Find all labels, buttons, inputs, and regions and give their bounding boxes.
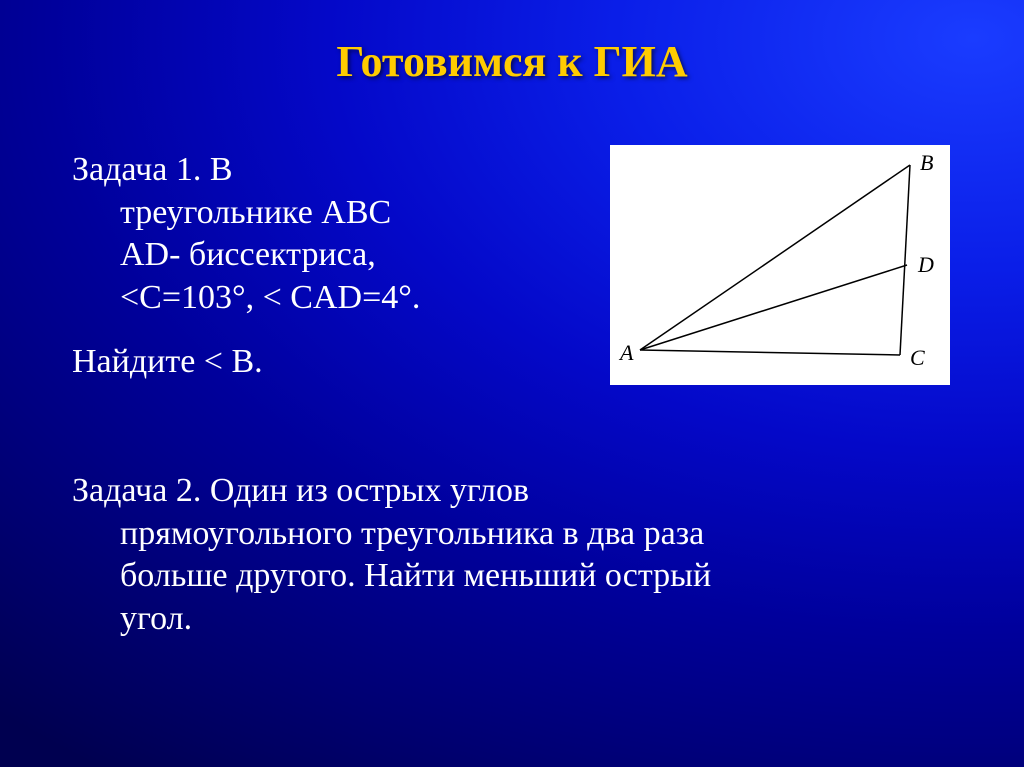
p1-line: Задача 1. В треугольнике АВС АD- биссект…	[72, 149, 562, 319]
p2-l1: Задача 2. Один из острых углов	[72, 472, 529, 509]
svg-text:C: C	[910, 345, 925, 370]
problem-2-text: Задача 2. Один из острых углов прямоугол…	[72, 470, 952, 640]
p2-l3: больше другого. Найти меньший острый	[120, 557, 711, 594]
p2-block: Задача 2. Один из острых углов прямоугол…	[72, 470, 952, 640]
p2-l2: прямоугольного треугольника в два раза	[120, 515, 704, 552]
triangle-figure: A B C D	[610, 145, 950, 385]
p1-l2: треугольнике АВС	[120, 194, 391, 231]
p2-l4: угол.	[120, 600, 192, 637]
p1-l4: <C=103°, < CAD=4°.	[120, 279, 420, 316]
slide-title: Готовимся к ГИА	[0, 36, 1024, 87]
svg-text:A: A	[618, 340, 634, 365]
svg-text:D: D	[917, 252, 934, 277]
p1-l3: АD- биссектриса,	[120, 236, 376, 273]
p1-l1: Задача 1. В	[72, 151, 233, 188]
triangle-svg: A B C D	[610, 145, 950, 385]
slide: Готовимся к ГИА Задача 1. В треугольнике…	[0, 0, 1024, 767]
svg-text:B: B	[920, 150, 933, 175]
p1-find: Найдите < B.	[72, 341, 562, 384]
problem-1-text: Задача 1. В треугольнике АВС АD- биссект…	[72, 145, 562, 384]
